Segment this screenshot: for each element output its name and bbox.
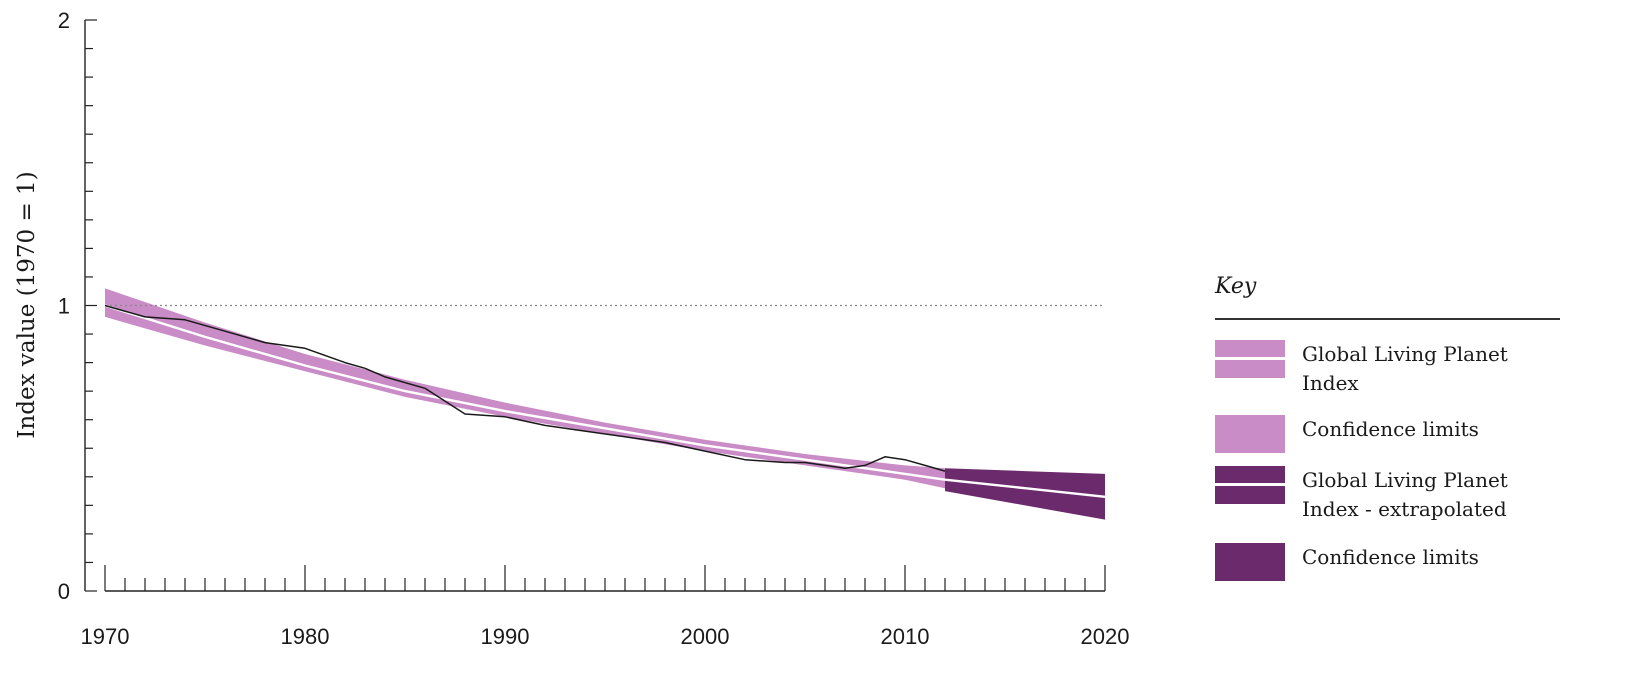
y-axis-label: Index value (1970 = 1) — [14, 171, 40, 438]
x-tick-label: 1990 — [481, 624, 530, 649]
confidence-bands — [105, 288, 1105, 520]
x-tick-label: 1980 — [281, 624, 330, 649]
key-divider — [1215, 318, 1560, 320]
key-label-confidence: Confidence limits — [1302, 417, 1479, 441]
index-midline-1 — [944, 478, 1106, 498]
x-tick-label: 2010 — [881, 624, 930, 649]
x-tick-label: 2020 — [1081, 624, 1130, 649]
key-swatch-confidence — [1215, 415, 1285, 453]
key-swatch-index — [1215, 340, 1285, 378]
key-label-extrapolated: Global Living Planet Index - extrapolate… — [1302, 468, 1508, 521]
y-tick-label: 2 — [58, 8, 70, 33]
y-tick-label: 1 — [58, 294, 70, 319]
key-item-extrapolated-confidence: Confidence limits — [1215, 543, 1562, 581]
key-swatch-extrapolated-confidence — [1215, 543, 1285, 581]
key-label-index: Global Living Planet Index — [1302, 342, 1508, 395]
key-swatch-extrapolated — [1215, 466, 1285, 504]
y-tick-label: 0 — [58, 579, 70, 604]
index-lines — [104, 304, 1106, 498]
key-label-extrapolated-confidence: Confidence limits — [1302, 545, 1479, 569]
x-tick-label: 1970 — [81, 624, 130, 649]
axes: 0 1 2 1970 1980 1990 2000 2010 2020 — [58, 8, 1130, 649]
observed-index-line — [104, 304, 946, 472]
confidence-band-0 — [105, 288, 945, 489]
x-tick-label: 2000 — [681, 624, 730, 649]
key-item-index: Global Living Planet Index — [1215, 340, 1562, 398]
confidence-band-1 — [945, 468, 1105, 520]
key-item-confidence: Confidence limits — [1215, 415, 1562, 453]
key-item-extrapolated: Global Living Planet Index - extrapolate… — [1215, 466, 1562, 524]
key-title: Key — [1215, 274, 1257, 299]
